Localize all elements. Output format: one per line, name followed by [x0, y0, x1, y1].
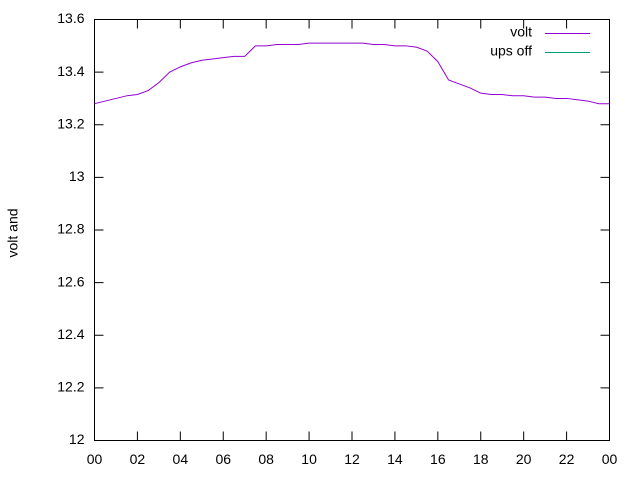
x-tick-label: 08 [258, 451, 274, 467]
x-tick-label: 22 [559, 451, 575, 467]
x-tick-label: 06 [215, 451, 231, 467]
y-tick-label: 13.6 [57, 10, 84, 26]
x-tick-label: 14 [387, 451, 403, 467]
y-tick-label: 13.2 [57, 115, 84, 131]
legend-label: volt [510, 24, 532, 40]
x-tick-label: 04 [173, 451, 189, 467]
y-tick-label: 12.8 [57, 221, 84, 237]
x-tick-label: 00 [87, 451, 103, 467]
x-tick-label: 18 [473, 451, 489, 467]
x-tick-label: 02 [130, 451, 146, 467]
x-tick-label: 20 [516, 451, 532, 467]
y-tick-label: 13.4 [57, 63, 84, 79]
x-tick-label: 00 [602, 451, 618, 467]
y-tick-label: 12.6 [57, 273, 84, 289]
y-tick-label: 13 [69, 168, 85, 184]
legend-label: ups off [490, 43, 532, 59]
x-tick-label: 12 [344, 451, 360, 467]
y-tick-label: 12 [69, 431, 85, 447]
y-tick-label: 12.2 [57, 379, 84, 395]
line [94, 42, 610, 105]
y-tick-label: 12.4 [57, 326, 84, 342]
y-axis-label: volt and [5, 208, 21, 257]
x-tick-label: 10 [301, 451, 317, 467]
x-tick-label: 16 [430, 451, 446, 467]
